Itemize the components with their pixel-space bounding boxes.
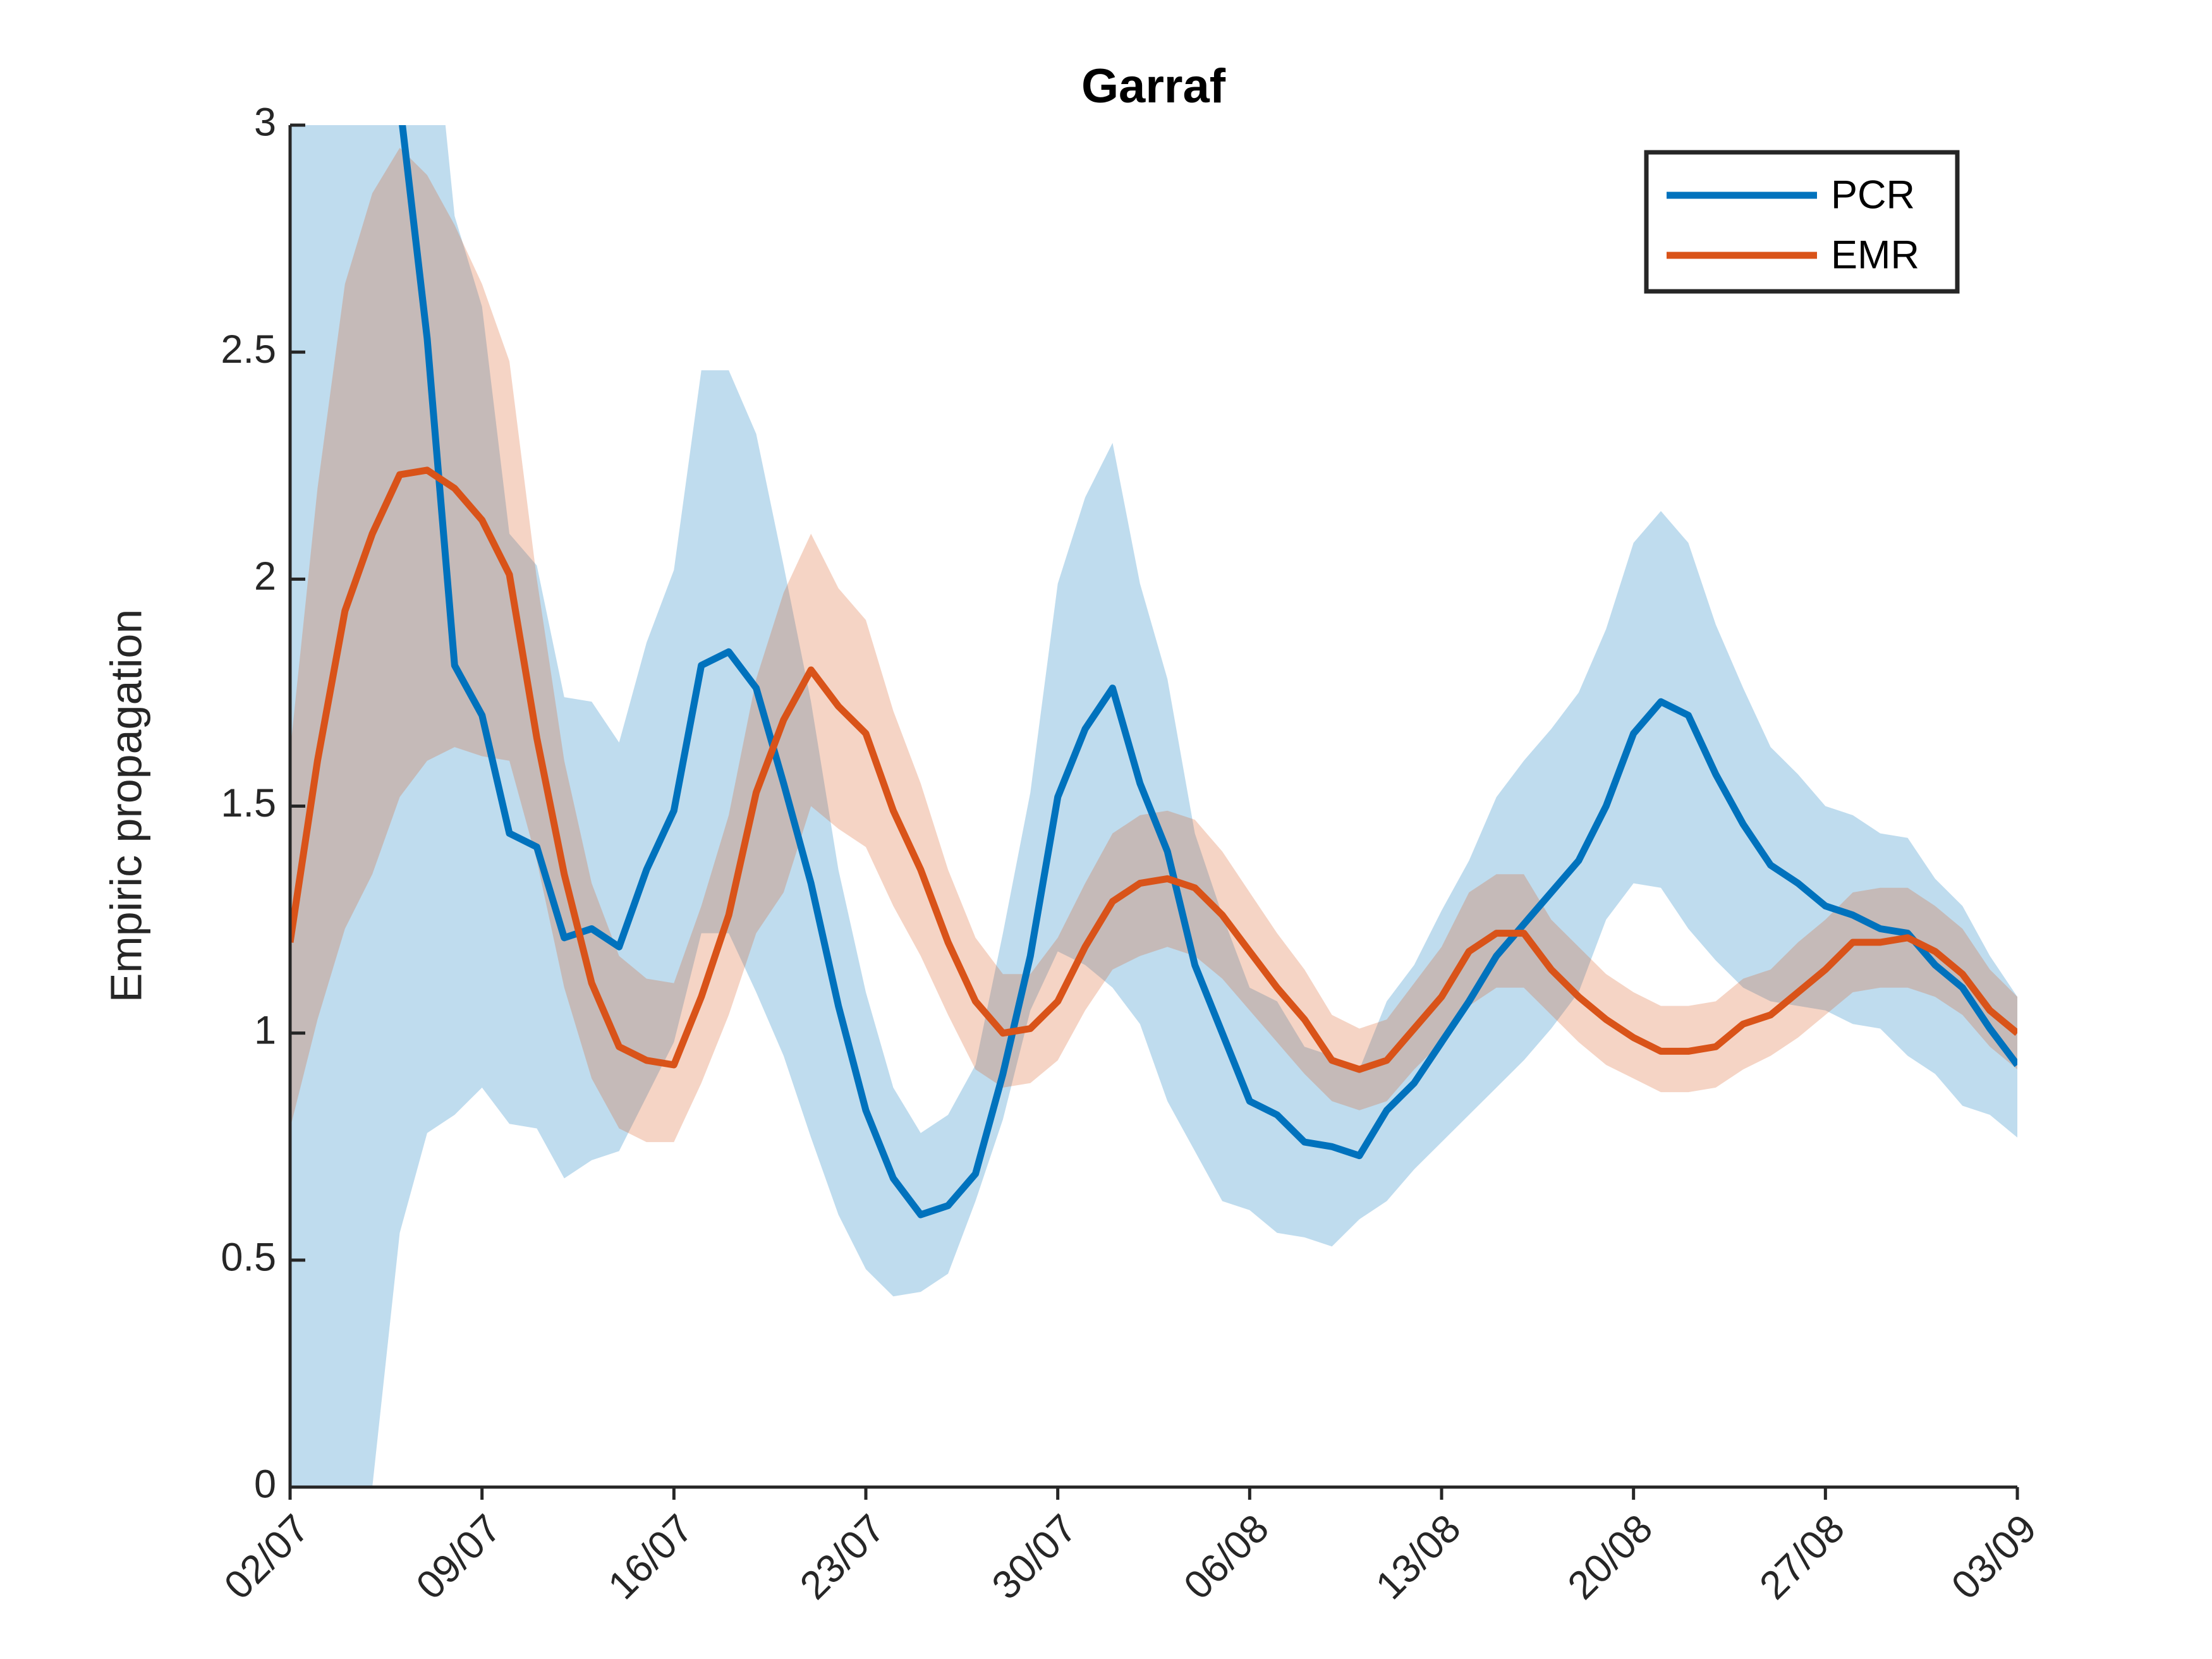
x-tick-label: 03/09 xyxy=(1943,1506,2045,1608)
chart-title: Garraf xyxy=(1081,59,1226,113)
legend-box xyxy=(1644,150,1960,294)
x-tick-label: 20/08 xyxy=(1559,1506,1661,1608)
confidence-band xyxy=(290,147,2017,1143)
y-tick-label: 3 xyxy=(254,100,276,145)
x-tick-label: 09/07 xyxy=(408,1506,509,1608)
x-tick-label: 27/08 xyxy=(1751,1506,1853,1608)
x-tick-label: 02/07 xyxy=(216,1506,318,1608)
x-tick-label: 23/07 xyxy=(792,1506,894,1608)
y-tick-label: 0 xyxy=(254,1462,276,1507)
y-tick-label: 1.5 xyxy=(221,781,276,825)
bands xyxy=(290,125,2017,1487)
x-tick-label: 06/08 xyxy=(1176,1506,1277,1608)
y-tick-label: 1 xyxy=(254,1008,276,1052)
confidence-band xyxy=(290,125,2017,1487)
lines xyxy=(290,125,2017,1218)
x-tick-label: 30/07 xyxy=(983,1506,1085,1608)
x-tick-label: 16/07 xyxy=(600,1506,702,1608)
y-tick-label: 2 xyxy=(254,554,276,599)
y-axis-label: Empiric propagation xyxy=(101,609,150,1003)
y-tick-label: 0.5 xyxy=(221,1235,276,1279)
legend-label: EMR xyxy=(1831,233,1919,277)
x-tick-label: 13/08 xyxy=(1368,1506,1469,1608)
legend-label: PCR xyxy=(1831,173,1915,217)
line xyxy=(290,466,2017,1073)
y-tick-label: 2.5 xyxy=(221,327,276,372)
